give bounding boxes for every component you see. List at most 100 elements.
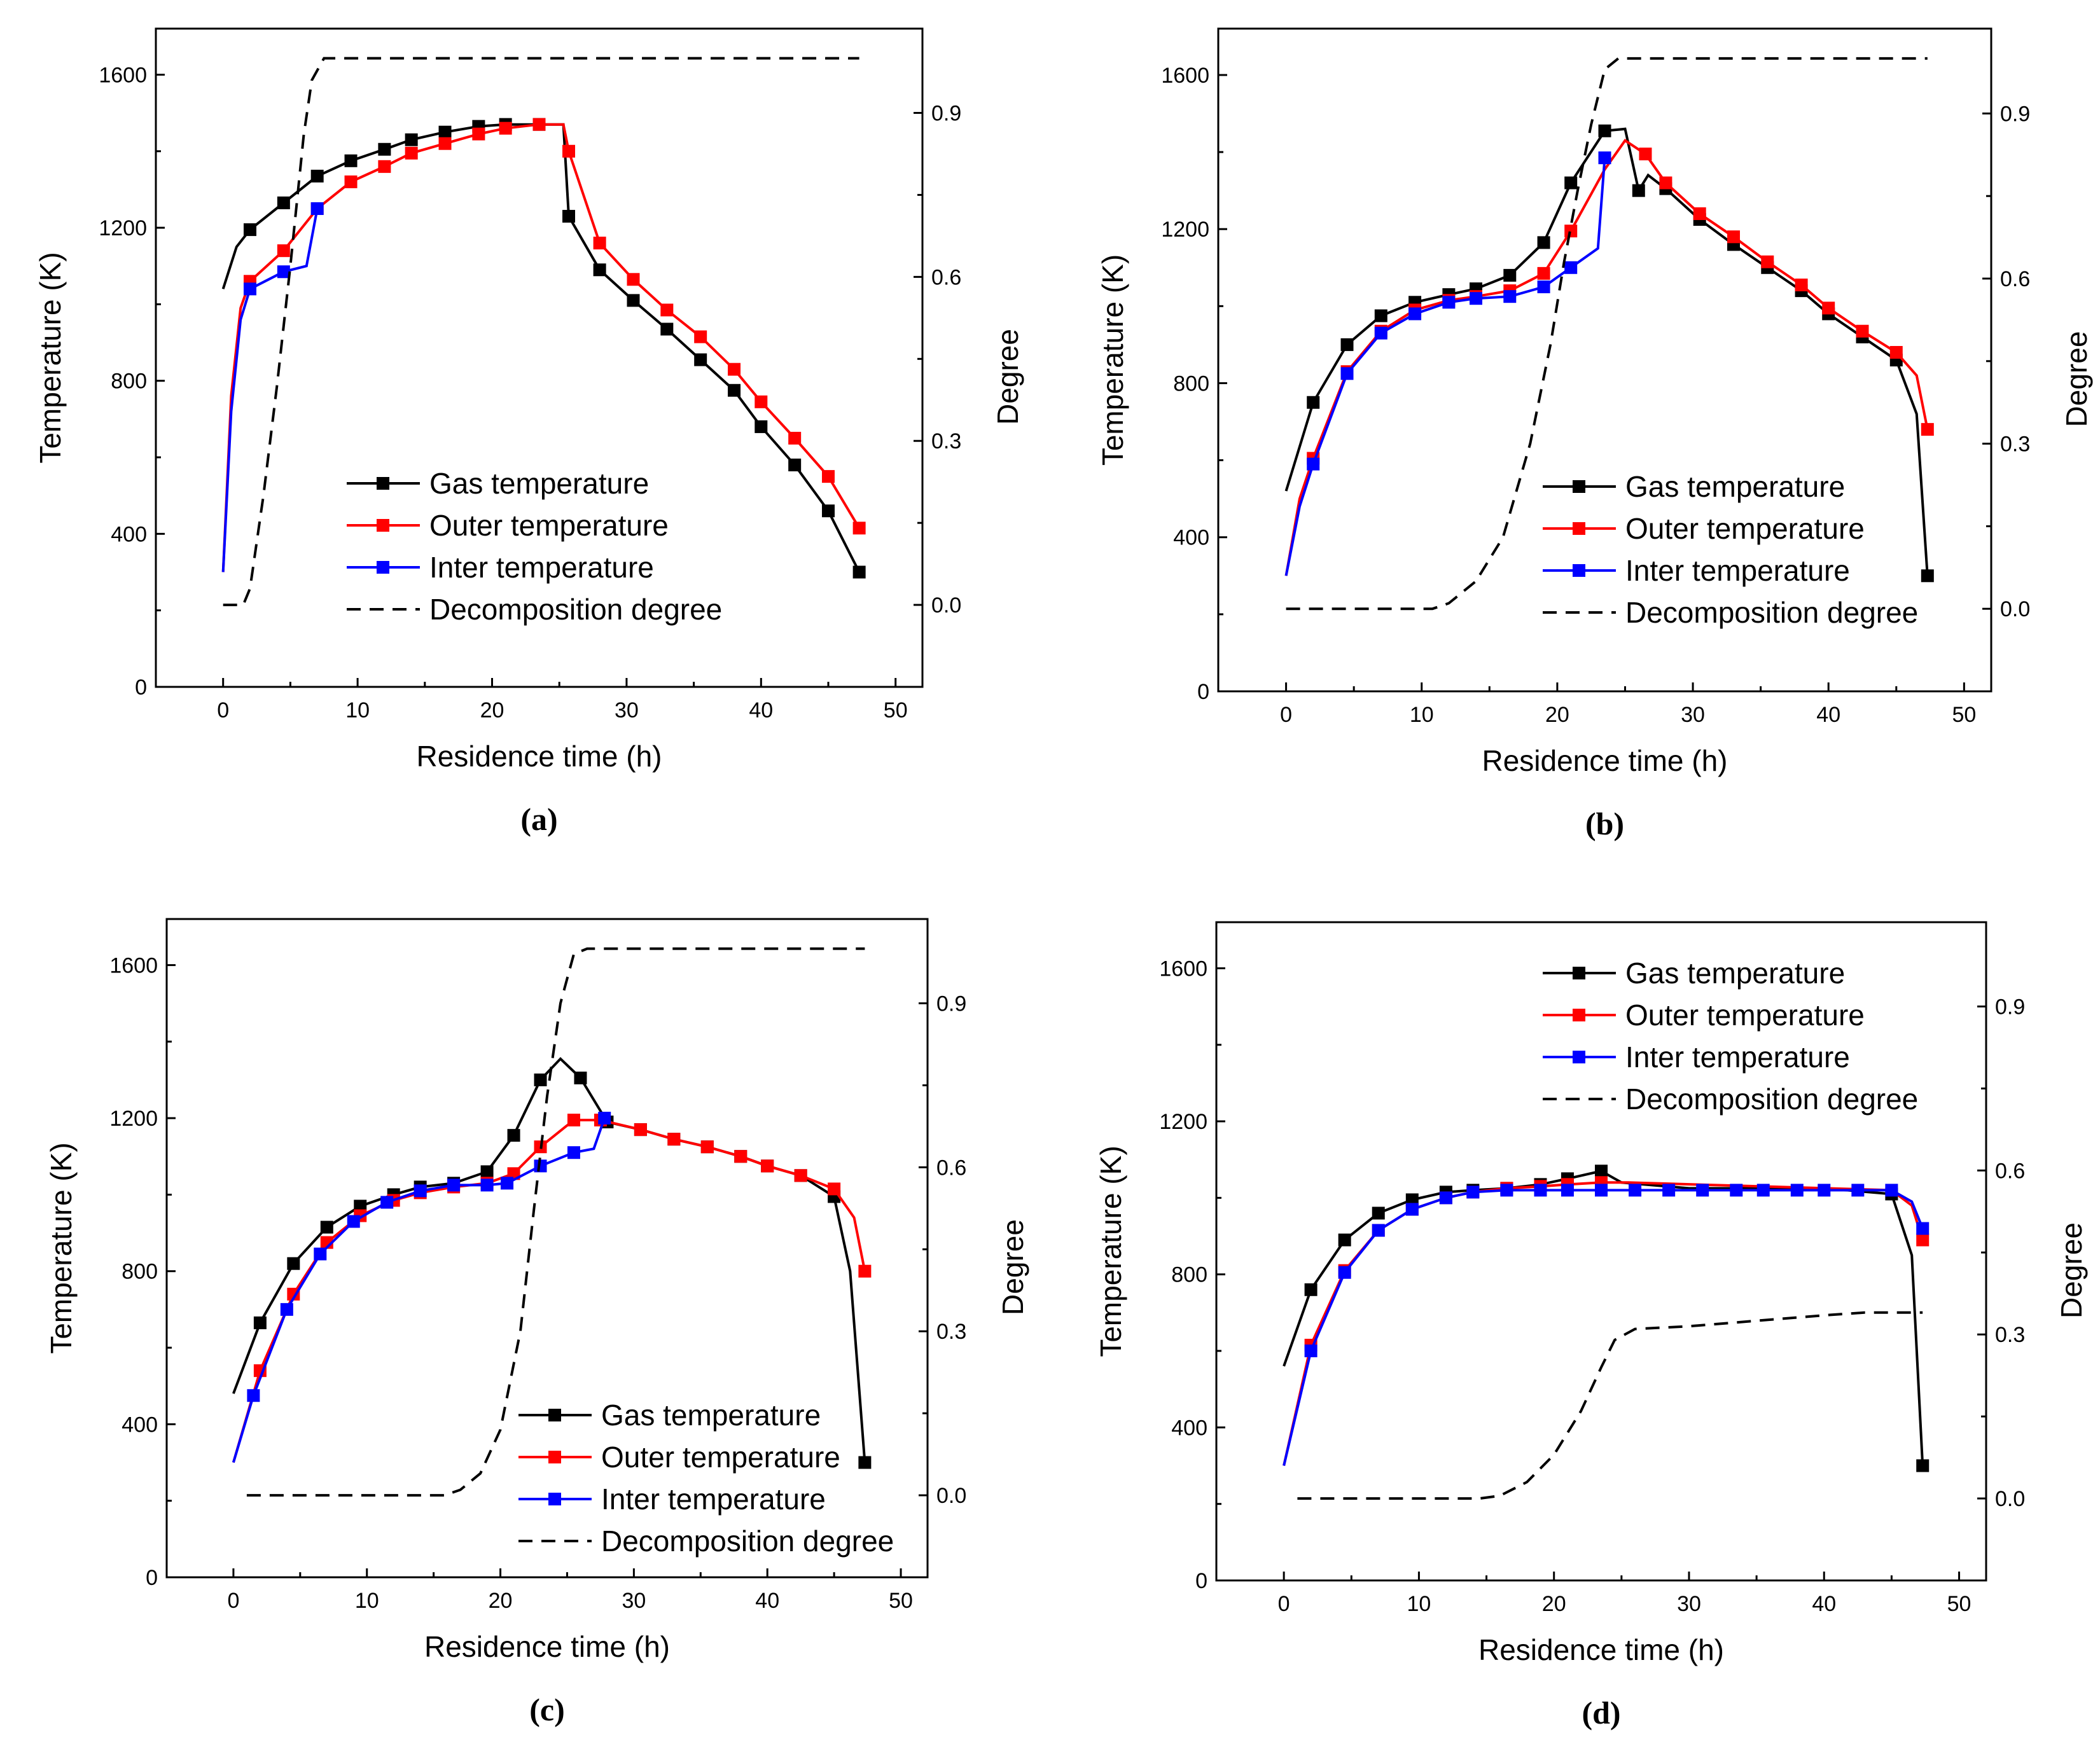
x-tick-label: 40 [1812, 1592, 1836, 1616]
legend-marker [377, 477, 389, 490]
data-point-gas-temperature [852, 565, 866, 579]
data-point-inter-temperature [280, 1303, 293, 1316]
data-point-outer-temperature [438, 137, 452, 150]
data-point-inter-temperature [1916, 1222, 1930, 1235]
y2-tick-label: 0.9 [2000, 102, 2030, 126]
panel-label: (b) [1585, 806, 1624, 841]
legend-marker [548, 1451, 561, 1463]
data-point-inter-temperature [1307, 457, 1320, 471]
data-point-inter-temperature [1598, 151, 1611, 165]
data-point-outer-temperature [1856, 324, 1869, 338]
data-point-inter-temperature [310, 202, 324, 216]
legend-label: Outer temperature [429, 509, 669, 542]
data-point-gas-temperature [1537, 236, 1550, 249]
data-point-inter-temperature [1851, 1184, 1865, 1197]
chart-panel-2: 0 10 20 30 40 50 0 400 800 1200 1600 0.0 0.3 0.6 0.9 Re… [1096, 27, 2093, 841]
y2-tick-label: 0.0 [931, 593, 961, 618]
legend-label: Outer temperature [1625, 512, 1865, 545]
y-tick-label: 800 [1173, 371, 1209, 396]
y2-tick-label: 0.3 [936, 1320, 966, 1344]
data-point-outer-temperature [499, 121, 512, 135]
y2-tick-label: 0.0 [936, 1484, 966, 1508]
x-tick-label: 30 [615, 698, 639, 722]
data-point-inter-temperature [598, 1112, 611, 1125]
y2-tick-label: 0.9 [936, 992, 966, 1016]
legend-label: Inter temperature [1625, 554, 1850, 587]
x-tick-label: 0 [217, 698, 229, 722]
data-point-gas-temperature [1304, 1283, 1318, 1296]
x-tick-label: 10 [1407, 1592, 1431, 1616]
data-point-gas-temperature [1338, 1233, 1351, 1247]
data-point-inter-temperature [1561, 1184, 1574, 1197]
data-point-outer-temperature [660, 303, 674, 317]
y-axis-title: Temperature (K) [1096, 254, 1129, 466]
data-point-outer-temperature [344, 175, 358, 188]
data-point-outer-temperature [532, 118, 546, 131]
data-point-gas-temperature [1405, 1193, 1419, 1206]
chart-panel-1: 0 10 20 30 40 50 0 400 800 1200 1600 0.0 0.3 0.6 0.9 Re… [34, 27, 1024, 837]
x-tick-label: 0 [227, 1589, 239, 1613]
y-tick-label: 1600 [99, 63, 147, 87]
y-tick-label: 0 [135, 675, 147, 700]
series-line-inter-temperature [1283, 1189, 1924, 1466]
data-point-outer-temperature [822, 470, 835, 483]
data-point-inter-temperature [1304, 1345, 1318, 1358]
data-point-inter-temperature [1595, 1184, 1608, 1197]
legend-label: Inter temperature [1625, 1040, 1850, 1074]
legend-marker [377, 561, 389, 574]
y2-tick-label: 0.3 [931, 429, 961, 453]
legend-label: Gas temperature [601, 1399, 821, 1432]
data-point-outer-temperature [788, 431, 802, 445]
data-point-inter-temperature [501, 1177, 514, 1190]
plot-frame [1217, 27, 1992, 693]
x-axis-title: Residence time (h) [1478, 1633, 1724, 1666]
data-point-inter-temperature [1374, 326, 1387, 340]
data-point-gas-temperature [507, 1129, 520, 1142]
x-tick-label: 40 [755, 1589, 779, 1613]
series-line-gas-temperature [221, 123, 861, 573]
data-point-inter-temperature [380, 1196, 394, 1209]
y-tick-label: 0 [1197, 680, 1209, 704]
series-line-decomposition-degree [1286, 57, 1928, 611]
legend-marker [1573, 480, 1585, 493]
data-point-outer-temperature [1693, 207, 1706, 220]
data-point-inter-temperature [447, 1179, 461, 1192]
legend-marker [1573, 967, 1585, 979]
data-point-inter-temperature [347, 1215, 360, 1228]
data-point-gas-temperature [822, 504, 835, 518]
legend-label: Outer temperature [601, 1441, 840, 1474]
y2-tick-label: 0.6 [931, 265, 961, 289]
legend-label: Outer temperature [1625, 999, 1865, 1032]
data-point-inter-temperature [567, 1146, 580, 1159]
data-point-outer-temperature [694, 330, 707, 343]
data-point-inter-temperature [1503, 290, 1517, 303]
data-point-inter-temperature [1500, 1184, 1513, 1197]
data-point-inter-temperature [1885, 1184, 1898, 1197]
x-tick-label: 0 [1280, 703, 1292, 727]
data-point-gas-temperature [1598, 124, 1611, 137]
panel-label: (a) [520, 801, 557, 837]
data-point-gas-temperature [788, 459, 802, 472]
data-point-inter-temperature [480, 1179, 494, 1192]
data-point-gas-temperature [405, 133, 418, 146]
data-point-gas-temperature [574, 1071, 587, 1084]
data-point-outer-temperature [1639, 148, 1652, 161]
plot-frame [155, 27, 924, 688]
x-axis-title: Residence time (h) [416, 740, 662, 773]
y-tick-label: 400 [1173, 526, 1209, 550]
x-axis-title: Residence time (h) [1482, 744, 1727, 777]
x-tick-label: 10 [345, 698, 370, 722]
x-tick-label: 20 [1542, 1592, 1566, 1616]
series-line-decomposition-degree [223, 57, 859, 607]
data-point-outer-temperature [1537, 266, 1550, 280]
y2-tick-label: 0.0 [2000, 597, 2030, 621]
y2-axis-title: Degree [991, 329, 1024, 425]
y2-axis-title: Degree [2055, 1222, 2088, 1318]
x-tick-label: 0 [1278, 1592, 1290, 1616]
data-point-gas-temperature [287, 1257, 300, 1270]
y2-tick-label: 0.3 [2000, 432, 2030, 457]
legend-label: Inter temperature [601, 1483, 826, 1516]
data-point-gas-temperature [344, 154, 358, 167]
y2-axis-title: Degree [996, 1219, 1029, 1315]
